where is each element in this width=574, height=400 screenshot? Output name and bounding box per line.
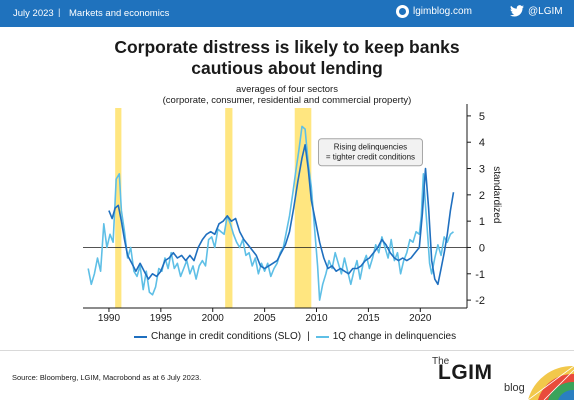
legend-item-slo: Change in credit conditions (SLO) [134, 331, 301, 342]
y-tick-label: 5 [479, 111, 485, 123]
annotation-text: = tighter credit conditions [326, 153, 415, 162]
chart-title: Corporate distress is likely to keep ban… [0, 37, 574, 79]
logo-lgim: LGIM [438, 361, 493, 384]
annotation-text: Rising delinquencies [334, 143, 407, 152]
chart-subtitle: averages of four sectors (corporate, con… [0, 84, 574, 106]
chart-subtitle-line-1: averages of four sectors [236, 84, 338, 95]
series-line-1q-change-in-delinquencies [87, 125, 455, 301]
y-tick-label: 3 [479, 164, 485, 176]
chart-subtitle-line-2: (corporate, consumer, residential and co… [162, 95, 412, 106]
annotation-box [317, 138, 423, 167]
x-tick-label: 1995 [150, 313, 173, 324]
twitter-handle: @LGIM [528, 5, 563, 17]
twitter-link[interactable]: @LGIM [510, 5, 563, 17]
recession-band-2 [225, 108, 233, 308]
chart-title-line-1: Corporate distress is likely to keep ban… [114, 37, 460, 57]
legend-divider: | [307, 331, 310, 342]
umbrella-icon [527, 365, 574, 400]
lgim-blog-logo[interactable]: The LGIM blog [418, 356, 574, 400]
legend-swatch-delinquencies [315, 335, 329, 338]
chart-title-line-2: cautious about lending [191, 58, 383, 78]
x-tick-label: 2020 [409, 313, 432, 324]
y-tick-label: 4 [479, 137, 485, 149]
legend-swatch-slo [134, 335, 147, 338]
y-tick-label: 0 [479, 242, 485, 254]
site-link[interactable]: lgimblog.com [396, 5, 472, 18]
x-tick-label: 1990 [98, 313, 121, 324]
x-tick-label: 2015 [357, 313, 380, 324]
footer-divider [0, 350, 574, 351]
header-separator: | [58, 7, 61, 18]
site-label: lgimblog.com [413, 6, 472, 17]
x-tick-label: 2000 [202, 313, 225, 324]
logo-blog: blog [504, 382, 525, 394]
x-tick-label: 2005 [253, 313, 276, 324]
legend-label-slo: Change in credit conditions (SLO) [151, 331, 302, 342]
logo-the: The [432, 356, 450, 367]
legend-label-delinquencies: 1Q change in delinquencies [332, 331, 457, 342]
x-tick-label: 2010 [305, 313, 328, 324]
source-note: Source: Bloomberg, LGIM, Macrobond as at… [12, 373, 202, 382]
y-axis-label: standardized [491, 166, 502, 223]
twitter-icon [510, 5, 524, 17]
top-bar: July 2023 | Markets and economics lgimbl… [0, 0, 574, 27]
legend-item-delinquencies: 1Q change in delinquencies [315, 331, 457, 342]
y-tick-label: -1 [475, 269, 485, 281]
header-date: July 2023 [13, 8, 54, 19]
series-line-change-in-credit-conditions-slo [108, 144, 455, 286]
globe-icon [396, 5, 409, 18]
chart-legend: Change in credit conditions (SLO) | 1Q c… [134, 331, 456, 342]
y-tick-label: -2 [475, 295, 485, 307]
recession-band-3 [294, 108, 312, 308]
y-tick-label: 2 [479, 190, 485, 202]
header-section[interactable]: Markets and economics [69, 8, 170, 19]
y-tick-label: 1 [479, 216, 485, 228]
